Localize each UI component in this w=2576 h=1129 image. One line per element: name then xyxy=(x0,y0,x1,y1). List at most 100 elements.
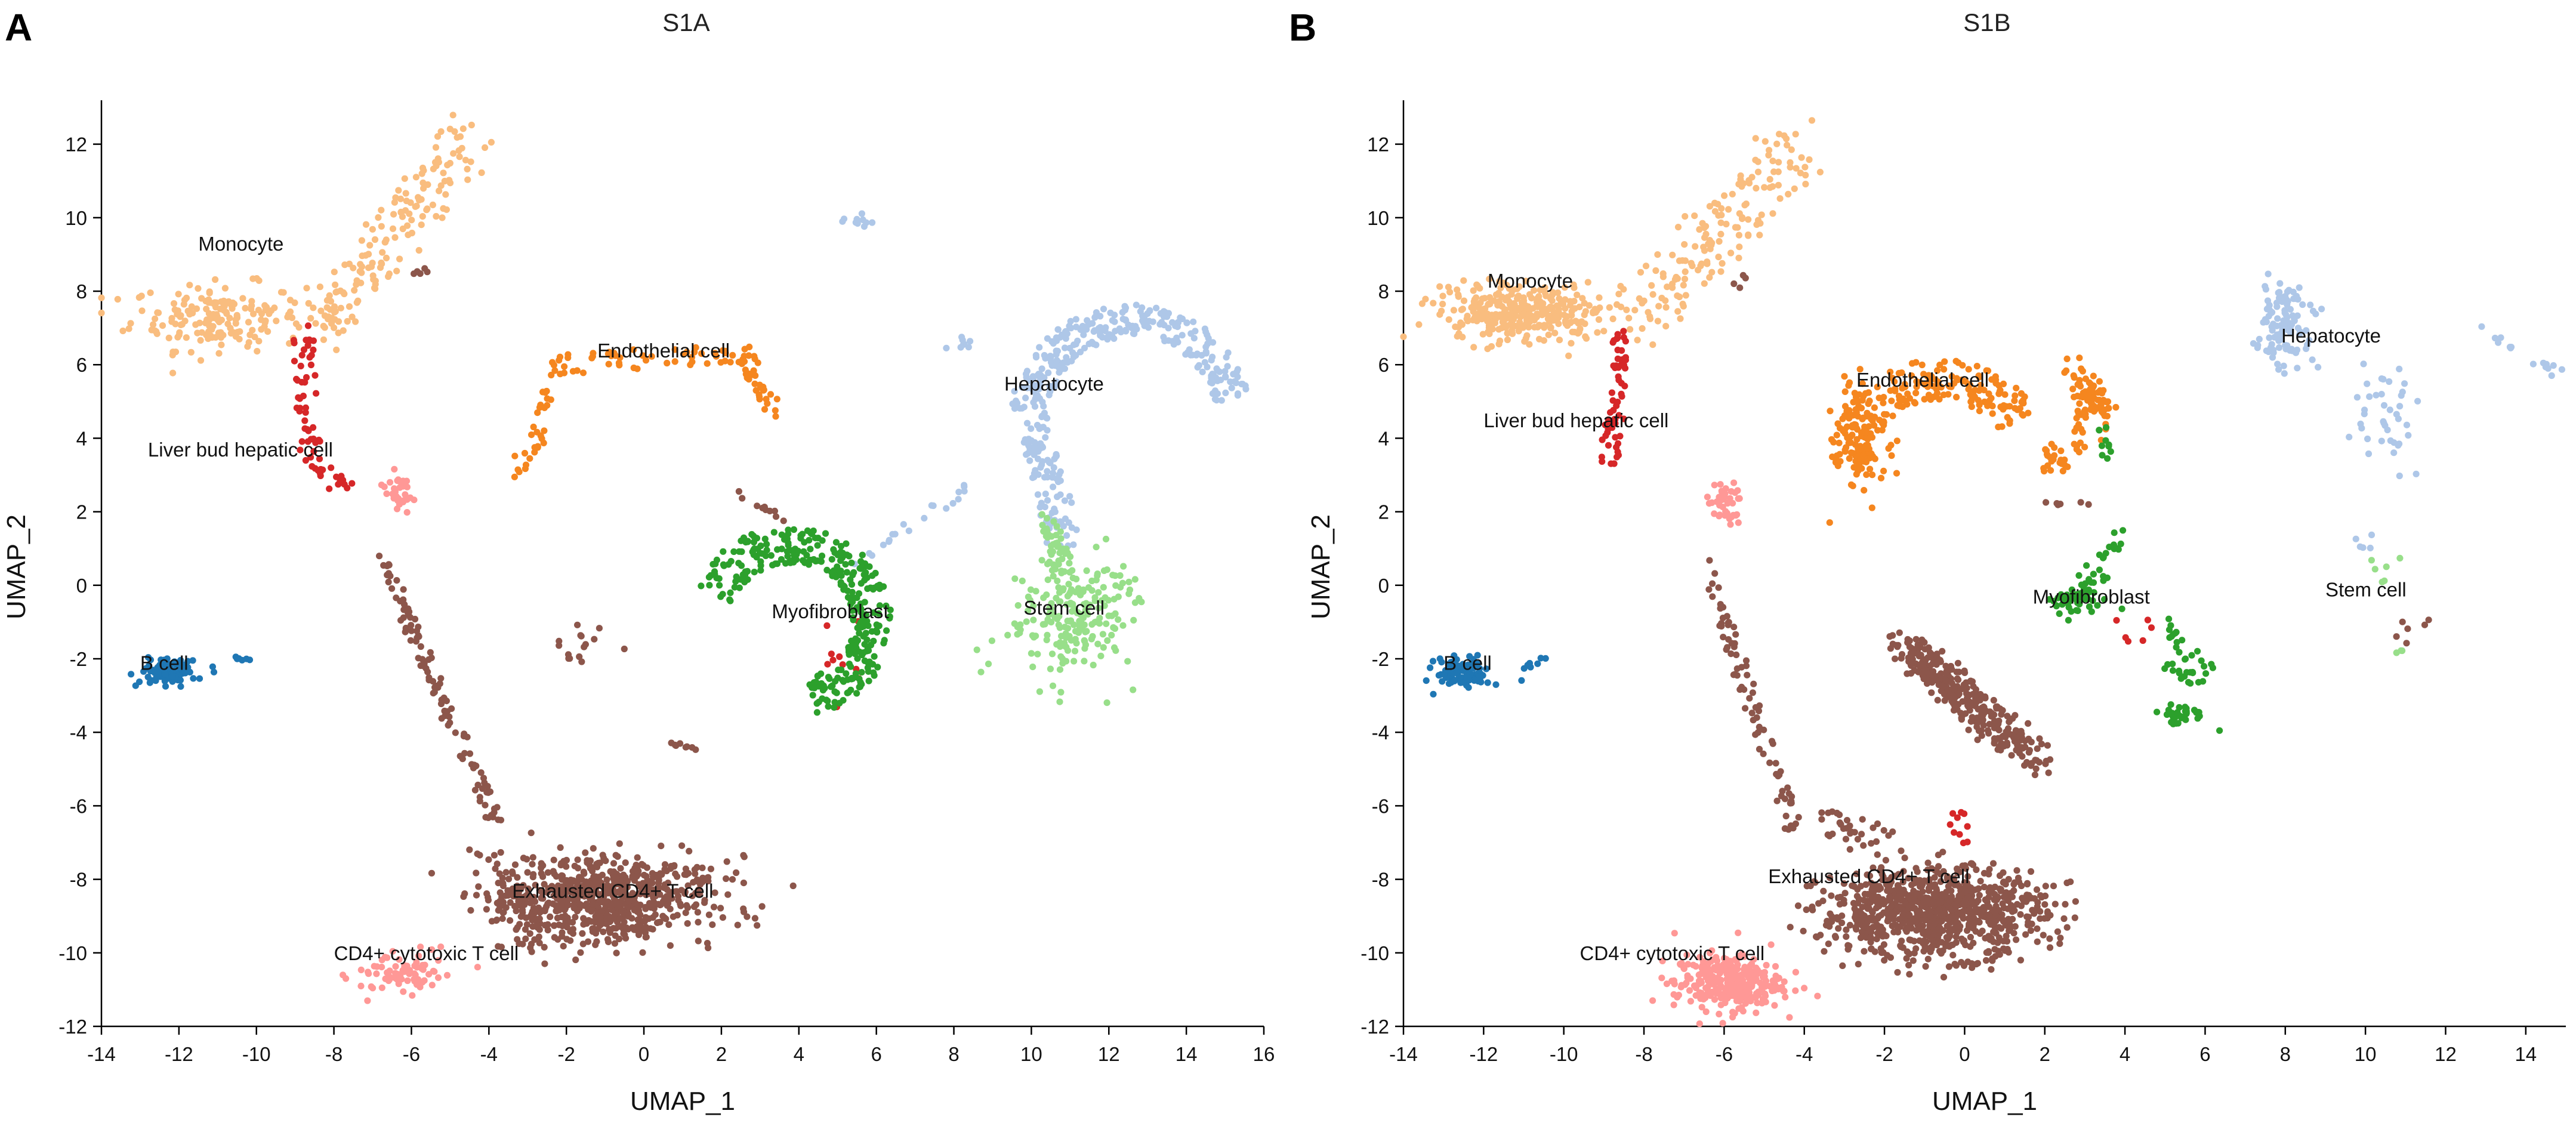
data-point xyxy=(411,270,418,277)
x-tick-label: -6 xyxy=(403,1043,420,1065)
data-point xyxy=(400,586,407,593)
data-point xyxy=(757,384,764,391)
data-point xyxy=(244,343,251,350)
data-point xyxy=(1951,961,1958,968)
data-point xyxy=(838,572,845,579)
data-point xyxy=(1940,391,1947,399)
data-point xyxy=(580,921,587,928)
data-point xyxy=(2383,563,2390,570)
data-point xyxy=(1098,597,1105,604)
data-point xyxy=(400,497,407,504)
data-point xyxy=(467,907,474,914)
data-point xyxy=(746,343,753,351)
data-point xyxy=(1465,684,1472,691)
data-point xyxy=(1209,353,1216,360)
data-point xyxy=(1083,567,1090,575)
data-point xyxy=(310,424,317,431)
data-point xyxy=(351,286,358,294)
data-point xyxy=(729,351,736,359)
data-point xyxy=(1044,576,1051,584)
data-point xyxy=(502,904,510,911)
data-point xyxy=(389,225,397,232)
data-point xyxy=(1682,257,1689,264)
data-point xyxy=(373,970,380,977)
data-point xyxy=(310,346,317,354)
data-point xyxy=(476,797,483,805)
data-point xyxy=(304,322,312,329)
data-point xyxy=(680,350,687,358)
data-point xyxy=(2139,637,2146,644)
data-point xyxy=(1112,582,1119,589)
data-point xyxy=(421,977,428,984)
data-point xyxy=(297,446,304,454)
data-point xyxy=(1039,458,1046,465)
data-point xyxy=(1091,597,1099,604)
data-point xyxy=(1036,371,1044,378)
data-point xyxy=(1039,522,1046,529)
data-point xyxy=(1658,294,1665,302)
data-point xyxy=(1053,357,1060,364)
cluster-label-stem-cell: Stem cell xyxy=(1023,597,1105,619)
data-point xyxy=(1883,411,1890,418)
data-point xyxy=(425,677,433,684)
x-tick-label: -10 xyxy=(1550,1043,1578,1065)
data-point xyxy=(2006,417,2013,424)
data-point xyxy=(446,125,454,132)
data-point xyxy=(1439,292,1446,300)
data-point xyxy=(824,698,831,705)
data-point xyxy=(233,311,240,319)
data-point xyxy=(607,868,614,875)
data-point xyxy=(1074,337,1081,344)
data-point xyxy=(499,915,506,922)
data-point xyxy=(2177,713,2185,720)
data-point xyxy=(1011,388,1018,395)
data-point xyxy=(98,309,105,317)
data-point xyxy=(597,913,604,920)
data-point xyxy=(558,872,565,879)
x-tick-label: 14 xyxy=(1176,1043,1198,1065)
data-point xyxy=(640,862,647,869)
data-point xyxy=(1044,497,1051,504)
data-point xyxy=(1623,306,1630,313)
data-point xyxy=(302,409,309,416)
data-point xyxy=(837,548,844,556)
data-point xyxy=(1095,604,1102,612)
data-point xyxy=(378,984,385,991)
data-point xyxy=(511,473,519,480)
y-tick-label: -8 xyxy=(70,869,87,891)
data-point xyxy=(758,903,766,910)
data-point xyxy=(2478,323,2485,330)
data-point xyxy=(521,449,529,457)
data-point xyxy=(1718,211,1725,218)
data-point xyxy=(223,309,230,316)
data-point xyxy=(527,944,534,951)
data-point xyxy=(1846,379,1853,386)
data-point xyxy=(1430,300,1437,307)
data-point xyxy=(1108,631,1115,638)
data-point xyxy=(285,311,292,318)
data-point xyxy=(162,683,169,690)
data-point xyxy=(464,176,471,183)
data-point xyxy=(2185,678,2192,686)
data-point xyxy=(671,358,678,365)
data-point xyxy=(1081,645,1088,652)
data-point xyxy=(2299,301,2306,309)
data-point xyxy=(1224,363,1231,370)
data-point xyxy=(2367,544,2374,552)
cluster-liver-bud-hepatic-cell xyxy=(290,322,863,711)
data-point xyxy=(549,359,556,366)
data-point xyxy=(2269,354,2276,361)
data-point xyxy=(1859,911,1866,918)
data-point xyxy=(1050,464,1057,471)
data-point xyxy=(2000,893,2007,900)
data-point xyxy=(1041,504,1048,511)
data-point xyxy=(1227,378,1234,385)
data-point xyxy=(1070,353,1077,360)
data-point xyxy=(2280,362,2287,369)
data-point xyxy=(1116,325,1123,332)
data-point xyxy=(155,309,162,316)
data-point xyxy=(1214,377,1221,384)
data-point xyxy=(832,678,839,685)
data-point xyxy=(344,317,351,325)
data-point xyxy=(682,865,689,872)
